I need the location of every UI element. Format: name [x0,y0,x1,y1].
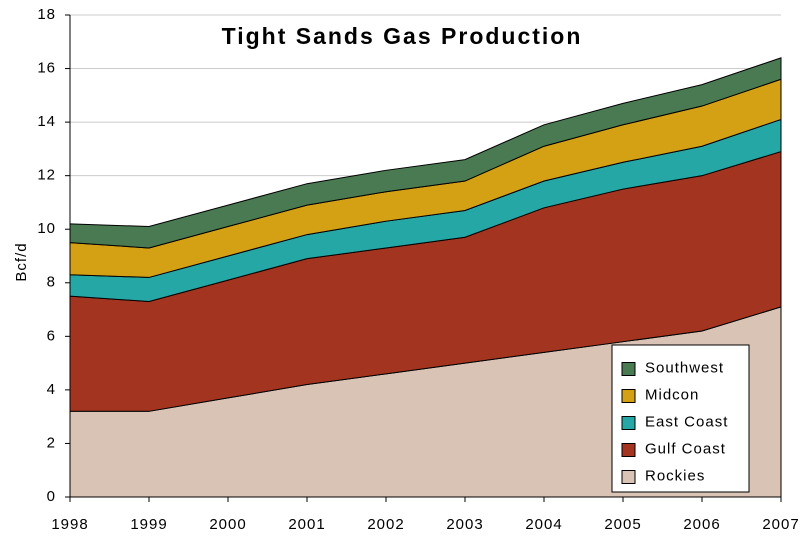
legend-label: Gulf Coast [645,440,726,457]
legend-label: Rockies [645,467,705,484]
area [69,57,782,249]
x-tick-label: 2004 [525,516,562,533]
legend-label: Midcon [645,386,699,403]
y-tick-label: 8 [47,274,56,291]
legend: Rockies Gulf Coast East Coast Midcon Southwe… [611,344,750,493]
y-tick-label: 14 [37,113,56,130]
y-tick-label: 16 [37,60,56,77]
y-tick-label: 4 [47,381,56,398]
x-tick-label: 2006 [683,516,720,533]
legend-swatch [621,362,636,376]
chart-title: Tight Sands Gas Production [222,23,583,49]
x-tick-label: 1998 [51,516,88,533]
x-tick-label: 2007 [762,516,799,533]
x-tick-label: 2005 [604,516,641,533]
y-tick-label: 0 [47,488,56,505]
legend-swatch [621,389,636,403]
x-tick-label: 2000 [209,516,246,533]
y-tick-label: 2 [47,434,56,451]
y-tick-label: 10 [37,220,56,237]
x-tick-label: 2001 [288,516,325,533]
legend-label: Southwest [645,359,724,376]
y-tick-label: 12 [37,167,56,184]
legend-swatch [621,443,636,457]
x-tick-label: 1999 [130,516,167,533]
x-tick-label: 2002 [367,516,404,533]
x-tick-label: 2003 [446,516,483,533]
legend-swatch [621,416,636,430]
y-axis-label: Bcf/d [13,242,30,281]
y-tick-label: 6 [47,327,56,344]
legend-label: East Coast [645,413,728,430]
y-tick-label: 18 [37,6,56,23]
legend-swatch [621,470,636,484]
